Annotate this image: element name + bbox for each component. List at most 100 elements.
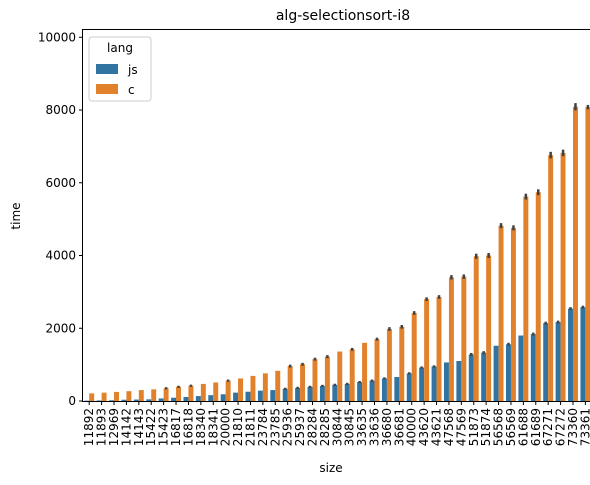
x-tick-label: 56568	[492, 408, 506, 446]
x-tick-label: 36680	[380, 408, 394, 446]
y-axis: 0 2000 4000 6000 8000 10000	[38, 30, 83, 408]
bar-c-14143	[138, 390, 144, 401]
bar-c-11892	[89, 393, 95, 401]
bar-c-23784	[262, 373, 268, 401]
bar-c-61688	[523, 196, 529, 401]
x-tick-label: 56569	[504, 408, 518, 446]
x-tick-label: 33636	[368, 408, 382, 446]
bar-c-16817	[176, 386, 181, 401]
bar-js-47568	[443, 362, 449, 401]
bar-js-33635	[357, 382, 363, 401]
bar-js-33636	[369, 380, 375, 401]
y-tick-label: 8000	[45, 103, 76, 117]
bar-js-36681	[394, 376, 400, 401]
x-tick-label: 12969	[107, 408, 121, 446]
x-tick-label: 73361	[578, 408, 590, 446]
legend-swatch-c	[96, 84, 118, 94]
x-tick-label: 11892	[82, 408, 96, 446]
bar-js-25936	[282, 388, 288, 401]
bar-c-56569	[510, 227, 516, 401]
bar-js-51874	[481, 352, 487, 401]
x-tick-label: 67272	[554, 408, 568, 446]
bar-js-15422	[146, 399, 152, 401]
bar-js-12969	[109, 400, 115, 401]
x-tick-label: 67271	[541, 408, 555, 446]
x-tick-label: 15422	[144, 408, 158, 446]
x-tick-label: 61689	[529, 408, 543, 446]
bar-js-28284	[307, 386, 313, 401]
bar-c-51874	[486, 255, 492, 401]
bar-c-15422	[151, 389, 157, 401]
bar-c-20000	[225, 380, 231, 401]
bar-js-67272	[555, 322, 561, 401]
bar-js-43620	[419, 367, 425, 401]
bar-c-28284	[312, 359, 318, 401]
bar-c-18340	[200, 383, 206, 401]
bar-c-25936	[287, 366, 293, 401]
x-tick-label: 14143	[132, 408, 146, 446]
bar-c-73361	[585, 107, 590, 401]
bar-js-73361	[580, 307, 586, 401]
x-tick-label: 16818	[181, 408, 195, 446]
bar-js-15423	[158, 398, 164, 401]
bar-js-73360	[568, 308, 573, 401]
bar-js-61688	[518, 335, 524, 401]
x-tick-label: 51873	[467, 408, 481, 446]
bar-c-16818	[188, 385, 194, 401]
legend-label-js: js	[127, 63, 138, 77]
y-tick-label: 0	[68, 394, 76, 408]
chart-title: alg-selectionsort-i8	[276, 8, 410, 24]
bar-js-21810	[233, 392, 239, 401]
x-tick-label: 11893	[95, 408, 109, 446]
x-tick-label: 21811	[243, 408, 257, 446]
bar-c-21810	[238, 378, 244, 401]
bar-js-30844	[332, 384, 338, 401]
legend-label-c: c	[128, 83, 135, 97]
x-tick-label: 47569	[454, 408, 468, 446]
bar-c-67272	[560, 152, 566, 401]
y-tick-label: 2000	[45, 321, 76, 335]
bar-js-16818	[183, 396, 189, 401]
bar-c-67271	[548, 155, 554, 401]
x-axis: 1189211893129691414214143154221542316817…	[82, 401, 590, 446]
x-tick-label: 30845	[343, 408, 357, 446]
x-tick-label: 28284	[305, 408, 319, 446]
x-tick-label: 21810	[231, 408, 245, 446]
bar-c-23785	[275, 370, 281, 401]
bar-c-12969	[114, 391, 119, 401]
bar-c-30844	[337, 351, 343, 401]
x-tick-label: 23784	[256, 408, 270, 446]
x-tick-label: 18340	[194, 408, 208, 446]
x-tick-label: 25937	[293, 408, 307, 446]
bar-c-33635	[362, 342, 368, 401]
bar-js-11893	[96, 400, 102, 401]
x-tick-label: 40000	[405, 408, 419, 446]
x-tick-label: 25936	[281, 408, 295, 446]
x-tick-label: 16817	[169, 408, 183, 446]
bar-js-43621	[431, 366, 437, 401]
bar-c-47569	[461, 276, 467, 401]
legend-title: lang	[107, 41, 133, 55]
bar-js-23784	[257, 390, 263, 401]
bar-js-28285	[319, 385, 325, 401]
y-tick-label: 4000	[45, 249, 76, 263]
x-tick-label: 47568	[442, 408, 456, 446]
bar-c-18341	[213, 382, 219, 401]
x-tick-label: 15423	[157, 408, 171, 446]
bar-js-25937	[295, 387, 301, 401]
bar-js-40000	[406, 373, 412, 401]
x-tick-label: 43620	[417, 408, 431, 446]
bar-c-43620	[424, 299, 430, 401]
y-tick-label: 10000	[38, 30, 76, 44]
x-tick-label: 23785	[268, 408, 282, 446]
x-tick-label: 18341	[206, 408, 220, 446]
bar-js-14143	[133, 399, 139, 401]
bar-c-11893	[101, 392, 107, 401]
bar-c-36681	[399, 326, 405, 401]
bar-c-61689	[535, 192, 541, 401]
x-tick-label: 51874	[479, 408, 493, 446]
bar-c-15423	[163, 388, 169, 401]
x-tick-label: 61688	[516, 408, 530, 446]
bar-c-73360	[572, 106, 578, 401]
